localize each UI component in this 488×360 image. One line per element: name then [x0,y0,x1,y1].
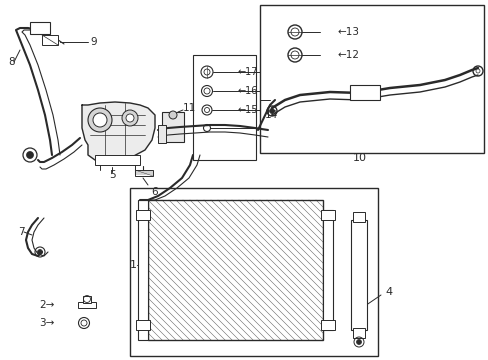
Circle shape [126,114,134,122]
Bar [136,210,150,220]
Polygon shape [82,102,155,162]
Bar [320,210,334,220]
Circle shape [88,108,112,132]
Text: ←13: ←13 [337,27,359,37]
Bar [352,212,364,222]
Bar [42,35,58,45]
Circle shape [475,69,479,73]
Bar [320,320,334,330]
Text: 10: 10 [352,153,366,163]
Text: 4: 4 [385,287,392,297]
Text: 11: 11 [183,103,196,113]
Text: ←15: ←15 [238,105,258,115]
Bar [95,155,140,165]
Text: 5: 5 [108,170,115,180]
Text: ←17: ←17 [238,67,258,77]
Text: 6: 6 [151,187,158,197]
Text: 14: 14 [264,110,278,120]
Circle shape [38,249,42,255]
Bar [136,320,150,330]
Text: 3→: 3→ [40,318,55,328]
Circle shape [122,110,138,126]
Circle shape [93,113,107,127]
Bar [260,5,483,153]
Text: 7: 7 [18,227,24,237]
Bar [148,200,323,340]
Bar [193,55,256,160]
Bar [352,328,364,338]
Bar [323,210,332,330]
Text: ←12: ←12 [337,50,359,60]
Text: 8: 8 [8,57,15,67]
Text: 2→: 2→ [40,300,55,310]
Circle shape [269,108,274,113]
Bar [349,85,379,100]
Bar [162,112,183,142]
Bar [30,22,50,34]
Bar [78,302,96,308]
Circle shape [26,152,34,158]
Bar [138,200,148,340]
Bar [350,220,366,330]
Circle shape [356,339,361,345]
Bar [83,296,91,303]
Bar [158,125,165,143]
Bar [135,170,153,176]
Text: 9: 9 [90,37,97,47]
Circle shape [169,111,177,119]
Bar [130,188,377,356]
Text: 1: 1 [129,260,136,270]
Text: ←16: ←16 [238,86,258,96]
